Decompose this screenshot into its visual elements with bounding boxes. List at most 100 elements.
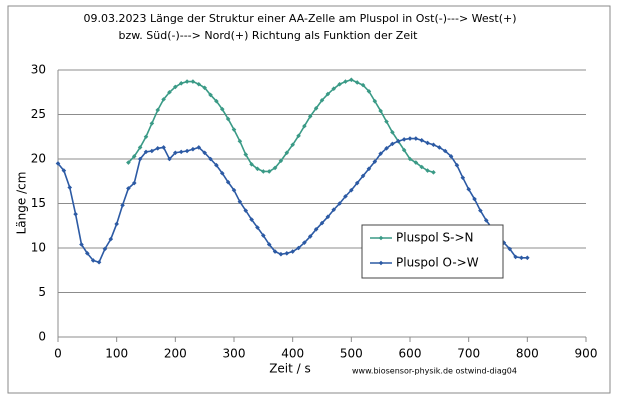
x-axis-label: Zeit / s [269,362,311,376]
point [149,121,155,126]
point [425,140,430,146]
point [325,214,331,220]
point [208,92,213,98]
point [307,234,313,239]
point [225,116,231,122]
point [466,186,471,192]
legend-marker [378,260,384,266]
point [61,168,67,173]
point [349,187,354,193]
point [178,81,184,86]
point [266,242,272,247]
point [167,89,172,95]
point [390,141,395,147]
point [478,208,483,213]
y-tick-label: 5 [38,285,46,299]
point [325,91,331,97]
x-tick-label: 100 [105,347,128,361]
point [319,97,325,103]
point [413,160,419,165]
point [272,165,278,171]
point [454,162,460,168]
y-axis-label: Länge /cm [15,172,29,235]
point [102,246,108,252]
point [202,85,207,91]
point [331,207,337,213]
point [261,233,266,238]
x-tick-label: 300 [223,347,246,361]
point [155,107,161,113]
x-tick-label: 200 [164,347,187,361]
point [237,138,243,144]
point [313,227,319,232]
point [261,169,266,174]
point [161,97,166,102]
point [401,147,407,153]
x-tick-label: 0 [54,347,62,361]
point [161,145,166,150]
y-tick-label: 15 [31,196,46,210]
point [384,119,389,124]
point [331,86,337,91]
point [178,149,184,155]
point [173,150,178,156]
point [290,142,295,148]
x-tick-label: 500 [340,347,363,361]
y-tick-label: 10 [31,241,46,255]
point [437,145,442,150]
point [413,136,419,141]
point [372,98,378,104]
chart-subtitle: bzw. Süd(-)---> Nord(+) Richtung als Fun… [119,29,419,42]
point [196,81,202,87]
point [360,173,366,179]
point [266,169,272,174]
point [196,145,202,150]
point [302,240,307,245]
point [472,196,477,202]
point [296,245,301,251]
point [419,138,425,143]
point [184,79,190,84]
point [143,149,149,155]
point [519,255,524,261]
point [431,142,436,148]
point [407,156,413,162]
point [67,185,73,190]
point [231,187,237,193]
chart-title: 09.03.2023 Länge der Struktur einer AA-Z… [84,12,517,25]
point [237,199,243,205]
point [284,150,290,156]
point [483,218,489,223]
point [131,154,137,159]
point [208,156,213,162]
x-tick-label: 400 [281,347,304,361]
point [126,186,131,191]
point [343,79,348,84]
point [407,136,413,141]
point [349,77,354,83]
point [126,160,131,165]
point [366,89,372,94]
point [390,130,395,135]
point [395,138,401,144]
point [278,158,284,164]
point [173,84,178,90]
point [55,161,61,166]
legend-marker [378,235,384,241]
chart-border [7,5,611,394]
point [419,164,425,170]
point [425,168,430,173]
point [319,220,325,226]
point [214,98,219,104]
point [219,170,225,176]
point [401,137,407,142]
point [190,146,196,152]
point [343,194,348,199]
point [384,146,389,151]
point [85,251,90,256]
point [131,180,137,186]
point [167,156,172,162]
point [108,236,114,242]
legend-label: Pluspol S->N [396,231,474,245]
point [507,246,513,252]
